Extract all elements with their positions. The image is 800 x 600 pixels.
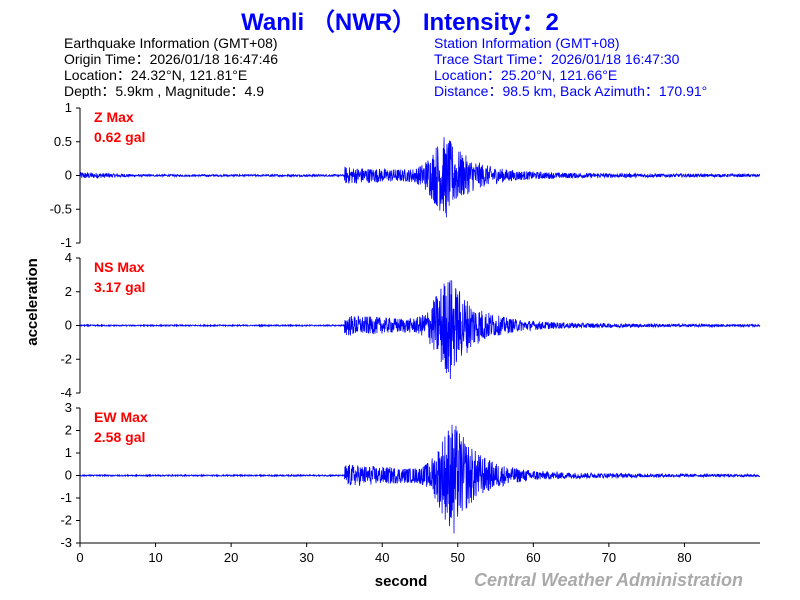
station-info: Station Information (GMT+08) Trace Start… [434, 35, 707, 99]
z-max-title: Z Max [94, 109, 134, 125]
ns-max-value: 3.17 gal [94, 279, 145, 295]
ew-trace [79, 424, 761, 534]
ew-y-tick-label: 1 [65, 445, 72, 460]
depth-magnitude: Depth：5.9km , Magnitude：4.9 [64, 83, 264, 99]
ew-y-tick-label: 0 [65, 468, 72, 483]
ew-y-tick-label: 2 [65, 423, 72, 438]
earthquake-info: Earthquake Information (GMT+08) Origin T… [64, 35, 278, 99]
x-tick-label: 10 [148, 550, 162, 565]
z-max-value: 0.62 gal [94, 129, 145, 145]
x-tick-label: 50 [451, 550, 465, 565]
origin-time: Origin Time：2026/01/18 16:47:46 [64, 51, 279, 67]
station-info-heading: Station Information (GMT+08) [434, 35, 620, 51]
z-y-tick-label: -1 [60, 235, 72, 250]
station-location: Location：25.20°N, 121.66°E [434, 67, 618, 83]
ns-y-tick-label: -4 [60, 385, 72, 400]
ns-max-title: NS Max [94, 259, 145, 275]
earthquake-info-heading: Earthquake Information (GMT+08) [64, 35, 278, 51]
ew-y-tick-label: -3 [60, 535, 72, 550]
ew-y-tick-label: -1 [60, 490, 72, 505]
ns-y-tick-label: 0 [65, 318, 72, 333]
x-tick-label: 0 [76, 550, 83, 565]
z-y-tick-label: -0.5 [50, 201, 72, 216]
x-tick-label: 70 [602, 550, 616, 565]
z-y-tick-label: 0.5 [54, 134, 72, 149]
ns-trace [79, 280, 761, 379]
x-tick-label: 20 [224, 550, 238, 565]
ns-y-tick-label: 4 [65, 250, 72, 265]
y-axis-label: acceleration [24, 258, 41, 346]
x-tick-label: 60 [526, 550, 540, 565]
ew-y-tick-label: -2 [60, 513, 72, 528]
z-trace [79, 137, 761, 218]
ew-max-value: 2.58 gal [94, 429, 145, 445]
watermark: Central Weather Administration [474, 570, 744, 590]
distance-azimuth: Distance：98.5 km, Back Azimuth：170.91° [434, 83, 708, 99]
ew-y-tick-label: 3 [65, 400, 72, 415]
x-tick-label: 30 [299, 550, 313, 565]
page-title: Wanli （NWR） Intensity：2 [241, 9, 559, 36]
z-y-tick-label: 1 [65, 100, 72, 115]
epicenter-location: Location：24.32°N, 121.81°E [64, 67, 248, 83]
ns-y-tick-label: -2 [60, 351, 72, 366]
x-tick-label: 40 [375, 550, 389, 565]
trace-start-time: Trace Start Time：2026/01/18 16:47:30 [434, 51, 680, 67]
x-axis-label: second [375, 573, 428, 590]
ew-max-title: EW Max [94, 409, 148, 425]
z-y-tick-label: 0 [65, 168, 72, 183]
x-tick-label: 80 [677, 550, 691, 565]
ns-y-tick-label: 2 [65, 284, 72, 299]
